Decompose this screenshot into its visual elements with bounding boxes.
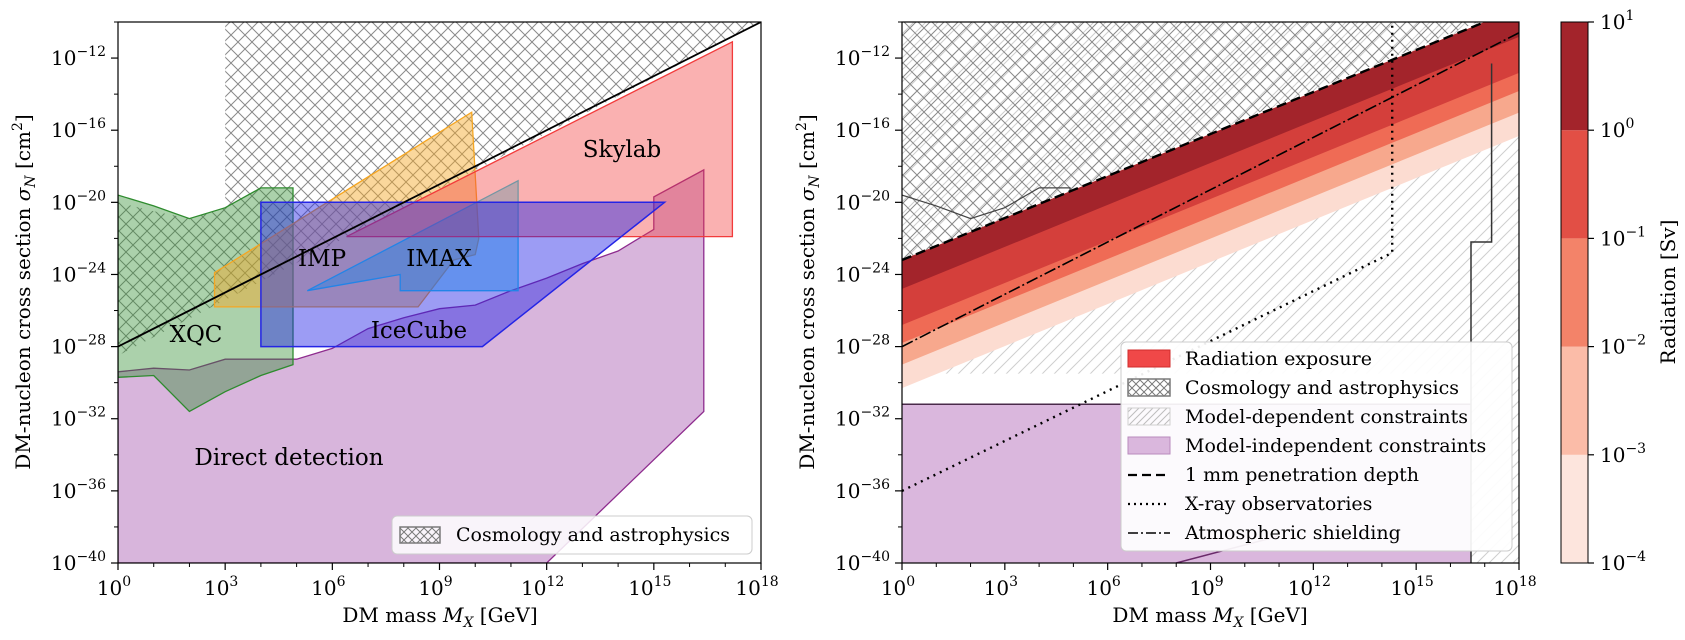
left-ytick-label: 10−24 xyxy=(51,260,106,286)
right-x-axis-label: DM mass MX [GeV] xyxy=(1112,603,1307,631)
left-xtick-label: 109 xyxy=(418,574,452,600)
left-xtick-label: 103 xyxy=(204,574,238,600)
right-legend: Radiation exposure Cosmology and astroph… xyxy=(1120,341,1513,552)
left-ytick-label: 10−40 xyxy=(51,549,106,575)
right-legend-box xyxy=(1120,341,1513,552)
direct-detection-region xyxy=(118,168,705,563)
colorbar-label: Radiation [Sv] xyxy=(1656,220,1680,365)
icecube-region xyxy=(260,201,667,348)
left-ytick-label: 10−32 xyxy=(51,405,106,431)
colorbar-segment xyxy=(1561,238,1588,347)
left-legend-box xyxy=(391,515,753,555)
panel-left: 100 103 106 109 1012 1015 1018 10−40 10−36 10−32 1… xyxy=(10,21,779,631)
colorbar: 10−4 10−3 10−2 10−1 100 101 Radiation [Sv] xyxy=(1560,8,1680,575)
left-xtick-label: 106 xyxy=(311,574,345,600)
atmospheric-shielding-line xyxy=(902,32,1519,348)
skylab-label: Skylab xyxy=(583,137,661,163)
legend-penetration-text: 1 mm penetration depth xyxy=(1185,464,1419,486)
xqc-label: XQC xyxy=(170,322,223,348)
colorbar-tick-label: 10−2 xyxy=(1600,333,1646,359)
colorbar-segment xyxy=(1561,454,1588,563)
left-legend: Cosmology and astrophysics xyxy=(391,515,753,555)
colorbar-tick-label: 100 xyxy=(1600,116,1634,142)
right-xtick-label: 1015 xyxy=(1391,574,1434,600)
left-y-axis-label: DM-nucleon cross section σN [cm2] xyxy=(10,114,39,469)
right-xtick-label: 1018 xyxy=(1493,574,1536,600)
imp-label: IMP xyxy=(298,246,346,272)
left-legend-cosmo-swatch xyxy=(399,526,441,544)
cosmology-boundary-line xyxy=(118,22,761,348)
left-legend-cosmo-text: Cosmology and astrophysics xyxy=(456,524,730,546)
legend-radiation-text: Radiation exposure xyxy=(1185,348,1372,370)
right-xtick-label: 1012 xyxy=(1288,574,1331,600)
right-ytick-label: 10−16 xyxy=(835,116,890,142)
direct-detection-label: Direct detection xyxy=(194,445,383,471)
legend-model-independent-text: Model-independent constraints xyxy=(1185,435,1486,457)
icecube-label: IceCube xyxy=(371,318,467,344)
colorbar-segment xyxy=(1561,346,1588,455)
left-xtick-label: 100 xyxy=(97,574,131,600)
left-ytick-label: 10−16 xyxy=(51,116,106,142)
right-xtick-label: 106 xyxy=(1086,574,1120,600)
panel-right: 100 103 106 109 1012 1015 1018 10−40 10−36 10−32 1… xyxy=(794,21,1537,631)
legend-cosmo-text: Cosmology and astrophysics xyxy=(1185,377,1459,399)
left-xtick-label: 1012 xyxy=(521,574,564,600)
left-ytick-label: 10−12 xyxy=(51,44,106,70)
imp-region xyxy=(213,111,480,308)
right-xtick-label: 103 xyxy=(984,574,1018,600)
colorbar-tick-label: 101 xyxy=(1600,8,1634,34)
imax-label: IMAX xyxy=(406,246,472,272)
legend-atmos-text: Atmospheric shielding xyxy=(1184,522,1401,544)
right-xtick-label: 109 xyxy=(1189,574,1223,600)
imax-region xyxy=(306,179,519,292)
legend-xray-text: X-ray observatories xyxy=(1185,493,1372,515)
right-ytick-label: 10−24 xyxy=(835,260,890,286)
skylab-region xyxy=(346,40,734,238)
cosmology-region xyxy=(118,22,761,356)
right-xtick-label: 100 xyxy=(881,574,915,600)
legend-model-independent-swatch xyxy=(1127,436,1171,455)
right-y-axis-label: DM-nucleon cross section σN [cm2] xyxy=(794,114,823,469)
colorbar-tick-label: 10−1 xyxy=(1600,224,1646,250)
right-ytick-label: 10−32 xyxy=(835,405,890,431)
colorbar-segment xyxy=(1561,22,1588,131)
legend-cosmo-swatch xyxy=(1127,378,1171,397)
legend-radiation-swatch xyxy=(1127,349,1171,368)
colorbar-frame xyxy=(1560,21,1589,564)
left-ytick-label: 10−20 xyxy=(51,188,106,214)
right-ytick-label: 10−40 xyxy=(835,549,890,575)
left-ytick-label: 10−28 xyxy=(51,333,106,359)
xqc-region xyxy=(118,187,294,413)
radiation-band-1e1 xyxy=(902,22,1519,289)
colorbar-tick-label: 10−4 xyxy=(1600,549,1646,575)
right-ytick-label: 10−20 xyxy=(835,188,890,214)
left-xtick-label: 1015 xyxy=(628,574,671,600)
left-x-axis-label: DM mass MX [GeV] xyxy=(342,603,537,631)
left-xtick-label: 1018 xyxy=(735,574,778,600)
legend-model-dependent-text: Model-dependent constraints xyxy=(1185,406,1468,428)
right-ytick-label: 10−36 xyxy=(835,477,890,503)
colorbar-tick-label: 10−3 xyxy=(1600,441,1646,467)
right-ytick-label: 10−28 xyxy=(835,333,890,359)
colorbar-segment xyxy=(1561,130,1588,239)
right-ytick-label: 10−12 xyxy=(835,44,890,70)
left-ytick-label: 10−36 xyxy=(51,477,106,503)
legend-model-dependent-swatch xyxy=(1127,407,1171,426)
